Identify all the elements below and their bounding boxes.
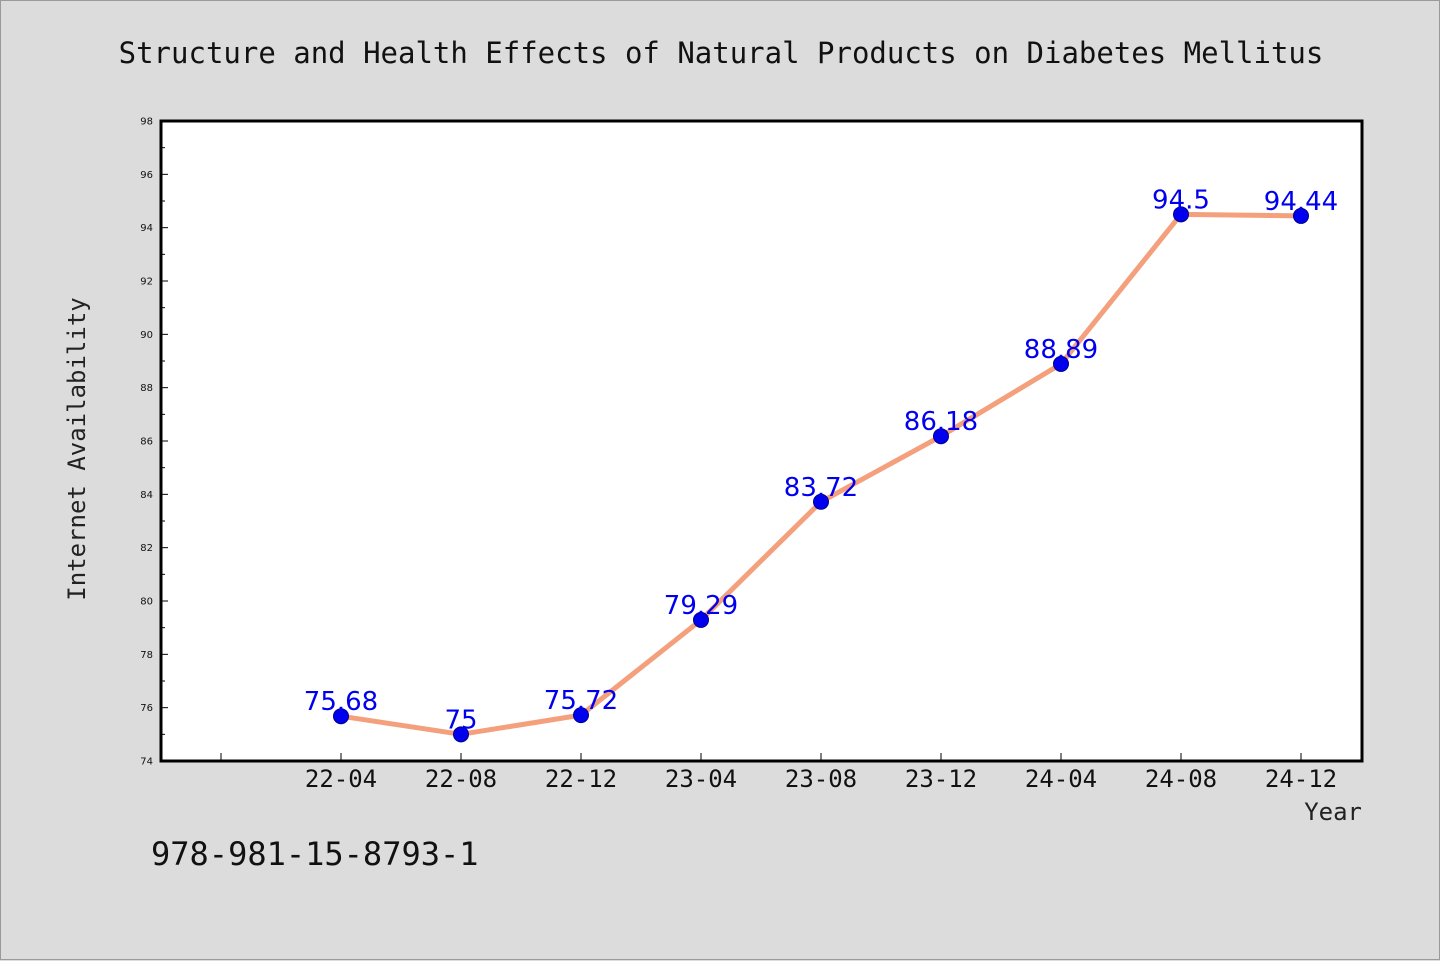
x-tick-label: 22-12: [545, 765, 617, 793]
data-label: 75.72: [544, 686, 618, 716]
data-point: [1293, 207, 1309, 224]
data-point: [333, 708, 349, 725]
chart-title: Structure and Health Effects of Natural …: [119, 36, 1324, 70]
y-tick-label: 90: [140, 330, 153, 341]
y-tick-label: 86: [140, 437, 153, 448]
footer-isbn: 978-981-15-8793-1: [151, 835, 479, 873]
data-label: 94.44: [1264, 187, 1338, 217]
data-point: [1173, 206, 1189, 223]
x-tick-label: 23-12: [905, 765, 977, 793]
y-tick-label: 84: [140, 490, 153, 501]
data-label: 79.29: [664, 591, 738, 621]
data-point: [453, 726, 469, 743]
data-point: [933, 428, 949, 445]
data-point: [693, 611, 709, 628]
data-label: 75: [444, 705, 477, 735]
data-label: 86.18: [904, 407, 978, 437]
data-point: [1053, 355, 1069, 372]
y-tick-label: 76: [140, 703, 153, 714]
x-tick-label: 22-08: [425, 765, 497, 793]
x-tick-label: 24-12: [1265, 765, 1337, 793]
y-tick-label: 82: [140, 543, 153, 554]
x-axis: 22-04 22-08 22-12 23-04 23-08 23-12 24-04 24-08…: [220, 753, 1337, 793]
data-point: [813, 493, 829, 510]
x-tick-label: 24-04: [1025, 765, 1097, 793]
y-tick-label: 92: [140, 277, 153, 288]
y-axis-title: Internet Availability: [63, 297, 91, 600]
series-layer: [333, 206, 1309, 743]
y-tick-label: 88: [140, 383, 153, 394]
data-label: 88.89: [1024, 335, 1098, 365]
y-tick-label: 94: [140, 223, 153, 234]
x-tick-label: 23-04: [665, 765, 737, 793]
y-tick-label: 96: [140, 170, 153, 181]
plot-area: [159, 119, 1364, 763]
x-tick-label: 22-04: [305, 765, 377, 793]
data-label: 94.5: [1152, 185, 1210, 215]
x-tick-label: 24-08: [1145, 765, 1217, 793]
data-label: 75.68: [304, 687, 378, 717]
y-tick-label: 74: [140, 757, 153, 768]
x-axis-title: Year: [1304, 798, 1362, 826]
data-labels: 75.68 75 75.72 79.29 83.72 86.18 88.89 94.5 94.4…: [304, 185, 1338, 735]
data-label: 83.72: [784, 473, 858, 503]
y-tick-label: 98: [140, 117, 153, 128]
y-tick-label: 80: [140, 597, 153, 608]
y-axis: 74 76 78 80 82 84 86 88 90 92 94 96 98: [140, 117, 168, 768]
data-point: [573, 707, 589, 724]
y-tick-label: 78: [140, 650, 153, 661]
x-tick-label: 23-08: [785, 765, 857, 793]
